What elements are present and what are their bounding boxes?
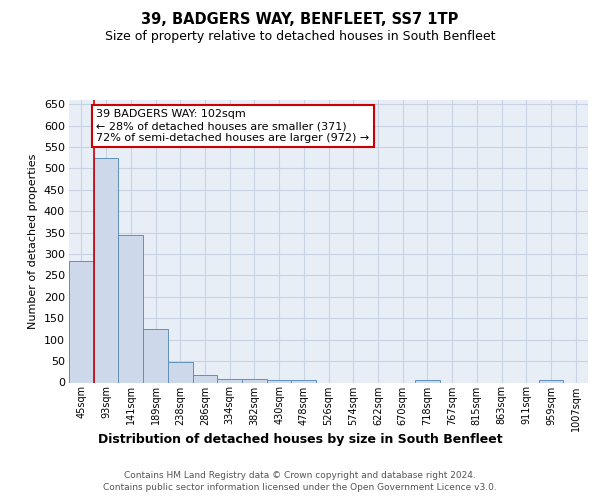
- Text: 39, BADGERS WAY, BENFLEET, SS7 1TP: 39, BADGERS WAY, BENFLEET, SS7 1TP: [142, 12, 458, 28]
- Text: Size of property relative to detached houses in South Benfleet: Size of property relative to detached ho…: [105, 30, 495, 43]
- Text: Distribution of detached houses by size in South Benfleet: Distribution of detached houses by size …: [98, 432, 502, 446]
- Text: Contains HM Land Registry data © Crown copyright and database right 2024.: Contains HM Land Registry data © Crown c…: [124, 472, 476, 480]
- Bar: [118, 235, 143, 382]
- Bar: [539, 380, 563, 382]
- Bar: [94, 158, 118, 382]
- Text: 39 BADGERS WAY: 102sqm
← 28% of detached houses are smaller (371)
72% of semi-de: 39 BADGERS WAY: 102sqm ← 28% of detached…: [96, 110, 370, 142]
- Bar: [168, 362, 193, 382]
- Bar: [69, 262, 94, 382]
- Bar: [143, 330, 168, 382]
- Text: Contains public sector information licensed under the Open Government Licence v3: Contains public sector information licen…: [103, 484, 497, 492]
- Bar: [292, 380, 316, 382]
- Bar: [193, 375, 217, 382]
- Bar: [242, 379, 267, 382]
- Bar: [415, 380, 440, 382]
- Bar: [267, 380, 292, 382]
- Y-axis label: Number of detached properties: Number of detached properties: [28, 154, 38, 329]
- Bar: [217, 379, 242, 382]
